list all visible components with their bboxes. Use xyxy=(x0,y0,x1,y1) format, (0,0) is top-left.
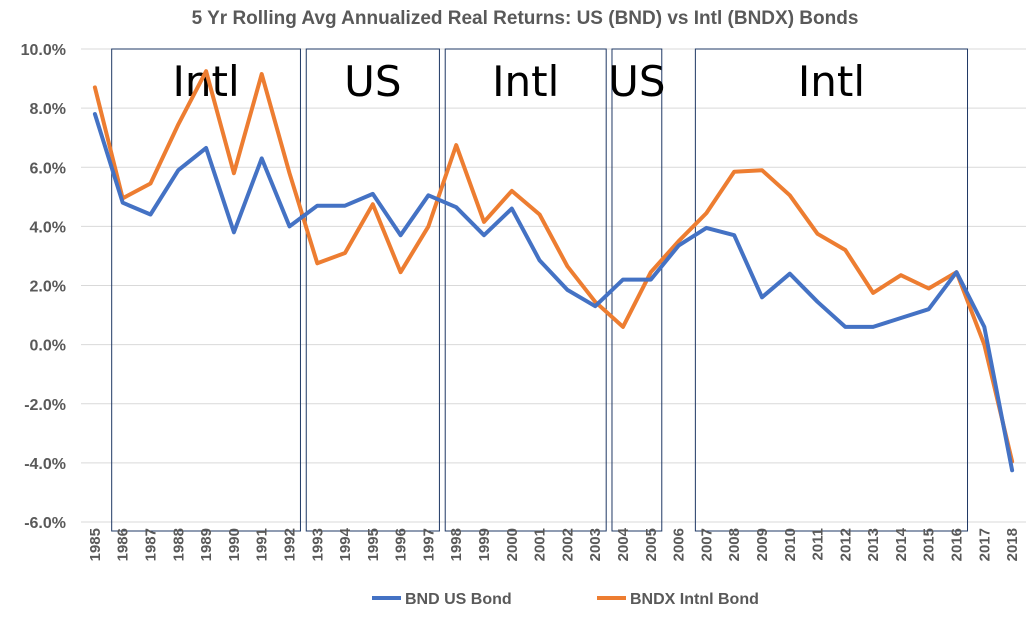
x-tick-label: 1989 xyxy=(198,528,215,561)
x-tick-label: 2006 xyxy=(671,528,688,561)
x-tick-label: 2010 xyxy=(782,528,799,561)
data-point xyxy=(566,265,569,268)
data-point xyxy=(594,300,597,303)
data-point xyxy=(677,240,680,243)
y-tick-label: 10.0% xyxy=(21,42,66,59)
x-tick-label: 1991 xyxy=(254,528,271,561)
data-point xyxy=(927,287,930,290)
data-point xyxy=(204,70,208,73)
data-point xyxy=(621,325,625,329)
x-tick-label: 2018 xyxy=(1004,528,1021,561)
data-point xyxy=(983,343,986,346)
x-tick-label: 2012 xyxy=(837,528,854,561)
data-point xyxy=(371,203,374,206)
x-tick-label: 2008 xyxy=(726,528,743,561)
data-point xyxy=(899,274,903,277)
x-tick-label: 2002 xyxy=(559,528,576,561)
region-box xyxy=(111,48,301,532)
x-tick-label: 2007 xyxy=(698,528,715,561)
y-tick-label: 8.0% xyxy=(30,101,66,118)
data-point xyxy=(816,232,819,235)
data-point xyxy=(288,172,291,175)
series-lines xyxy=(92,69,1015,473)
x-tick-label: 2011 xyxy=(810,528,827,561)
legend: BND US Bond BNDX Intnl Bond xyxy=(372,591,759,608)
x-tick-label: 1996 xyxy=(393,528,410,561)
x-tick-label: 1999 xyxy=(476,528,493,561)
data-point xyxy=(649,271,652,274)
region-label: US xyxy=(608,57,665,106)
data-point xyxy=(788,194,791,197)
legend-entry: BND US Bond xyxy=(405,591,512,608)
x-axis: 1985 1986 1987 1988 1989 1990 1991 1992 1993 1994… xyxy=(87,527,1021,561)
region-box xyxy=(611,48,663,532)
y-tick-label: 4.0% xyxy=(30,219,66,236)
series-line-0 xyxy=(92,112,1015,473)
data-point xyxy=(733,170,736,173)
data-point xyxy=(232,172,236,175)
series-line-1 xyxy=(92,69,1015,464)
data-point xyxy=(760,169,764,172)
x-tick-label: 1998 xyxy=(448,528,465,561)
x-tick-label: 1987 xyxy=(142,528,159,561)
x-tick-label: 1986 xyxy=(115,528,132,561)
data-point xyxy=(399,271,402,274)
x-tick-label: 2017 xyxy=(976,528,993,561)
x-tick-label: 2014 xyxy=(893,527,910,561)
x-tick-label: 2001 xyxy=(532,528,549,561)
region-label: US xyxy=(344,57,401,106)
x-tick-label: 1993 xyxy=(309,528,326,561)
x-tick-label: 2003 xyxy=(587,528,604,561)
data-point xyxy=(844,248,847,252)
data-point xyxy=(455,143,458,147)
data-point xyxy=(871,291,875,295)
region-box xyxy=(694,48,969,532)
data-point xyxy=(260,72,263,76)
data-point xyxy=(482,220,486,224)
data-point xyxy=(149,182,152,185)
data-point xyxy=(343,251,347,255)
x-tick-label: 1992 xyxy=(281,528,298,561)
y-tick-label: 0.0% xyxy=(30,338,66,355)
x-tick-label: 2000 xyxy=(504,528,521,561)
data-point xyxy=(538,213,541,216)
legend-entry: BNDX Intnl Bond xyxy=(630,591,759,608)
data-point xyxy=(510,189,513,193)
x-tick-label: 2015 xyxy=(921,528,938,561)
data-point xyxy=(705,211,708,215)
x-tick-label: 1988 xyxy=(170,528,187,561)
chart-title: 5 Yr Rolling Avg Annualized Real Returns… xyxy=(192,8,859,29)
x-tick-label: 1985 xyxy=(87,528,104,561)
y-tick-label: -4.0% xyxy=(24,456,66,473)
x-tick-label: 1994 xyxy=(337,527,354,561)
x-tick-label: 1997 xyxy=(420,528,437,561)
x-tick-label: 2013 xyxy=(865,528,882,561)
data-point xyxy=(177,123,180,126)
region-label: Intl xyxy=(798,57,865,106)
x-tick-label: 2016 xyxy=(949,528,966,561)
data-point xyxy=(316,262,319,265)
y-tick-label: -6.0% xyxy=(24,515,66,532)
y-tick-label: -2.0% xyxy=(24,397,66,414)
x-tick-label: 1990 xyxy=(226,528,243,561)
region-label: Intl xyxy=(172,57,239,106)
x-tick-label: 2004 xyxy=(615,527,632,561)
region-annotations: Intl US Intl US Intl xyxy=(111,48,969,532)
region-box xyxy=(305,48,440,532)
x-tick-label: 2005 xyxy=(643,528,660,561)
data-point xyxy=(93,86,97,89)
x-tick-label: 2009 xyxy=(754,528,771,561)
gridlines xyxy=(81,48,1026,523)
data-point xyxy=(427,225,430,228)
y-axis: 10.0% 8.0% 6.0% 4.0% 2.0% 0.0% -2.0% -4.0% -6.0% xyxy=(21,42,66,532)
x-tick-label: 1995 xyxy=(365,528,382,561)
y-tick-label: 2.0% xyxy=(30,279,66,296)
region-label: Intl xyxy=(492,57,559,106)
region-box xyxy=(444,48,607,532)
y-tick-label: 6.0% xyxy=(30,160,66,177)
